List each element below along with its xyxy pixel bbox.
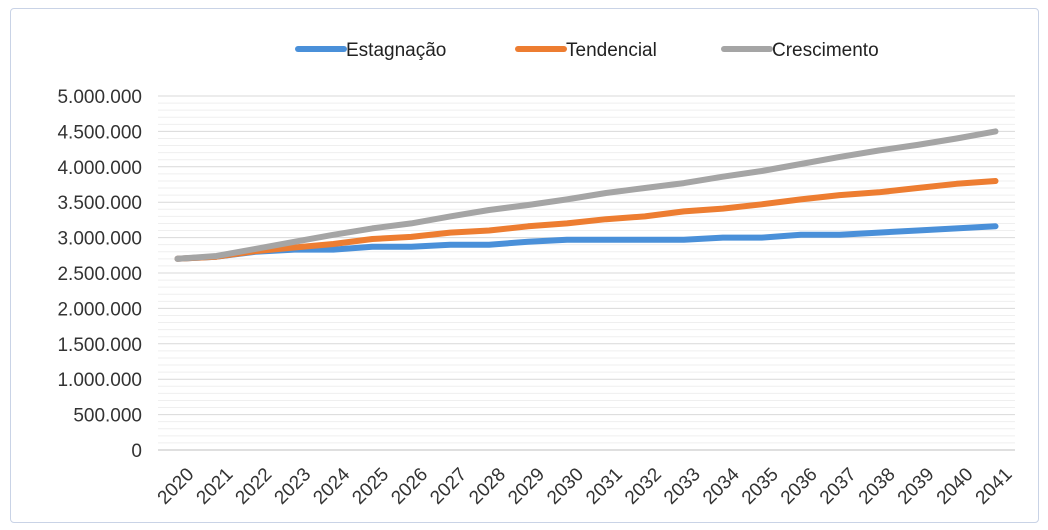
y-tick-label: 0: [131, 441, 142, 462]
y-tick-label: 1.500.000: [57, 335, 142, 356]
legend-label: Tendencial: [566, 40, 657, 61]
x-tick-label: 2034: [699, 464, 744, 509]
series-line-crescimento: [174, 128, 999, 262]
x-tick-label: 2023: [271, 464, 316, 509]
legend: Estagnação Tendencial Crescimento: [295, 40, 879, 61]
x-tick-label: 2038: [855, 464, 900, 509]
y-axis-tick-labels: 0 500.000 1.000.000 1.500.000 2.000.000 2.500…: [57, 87, 142, 462]
y-tick-label: 1.000.000: [57, 370, 142, 391]
y-tick-label: 3.500.000: [57, 193, 142, 214]
x-tick-label: 2036: [777, 464, 822, 509]
x-tick-label: 2029: [504, 464, 549, 509]
y-tick-label: 4.500.000: [57, 122, 142, 143]
x-tick-label: 2039: [894, 464, 939, 509]
x-axis-tick-labels: 2020202120222023202420252026202720282029…: [154, 464, 1017, 509]
x-tick-label: 2035: [738, 464, 783, 509]
gridlines: [158, 95, 1015, 444]
x-tick-label: 2033: [660, 464, 705, 509]
y-tick-label: 500.000: [73, 406, 142, 427]
x-tick-label: 2028: [465, 464, 510, 509]
x-tick-label: 2021: [193, 464, 238, 509]
series-line-estagnacao: [174, 223, 999, 262]
x-tick-label: 2032: [621, 464, 666, 509]
x-tick-label: 2024: [309, 464, 354, 509]
x-tick-label: 2027: [426, 464, 471, 509]
y-tick-label: 3.000.000: [57, 229, 142, 250]
x-tick-label: 2031: [582, 464, 627, 509]
x-tick-label: 2025: [348, 464, 393, 509]
series-line-tendencial: [174, 178, 999, 262]
x-tick-label: 2040: [933, 464, 978, 509]
legend-label: Estagnação: [346, 40, 446, 61]
series-lines: [174, 128, 999, 262]
x-tick-label: 2030: [543, 464, 588, 509]
legend-label: Crescimento: [772, 40, 879, 61]
x-tick-label: 2041: [972, 464, 1017, 509]
x-tick-label: 2037: [816, 464, 861, 509]
x-tick-label: 2020: [154, 464, 199, 509]
y-tick-label: 5.000.000: [57, 87, 142, 108]
x-tick-label: 2026: [387, 464, 432, 509]
y-tick-label: 2.000.000: [57, 299, 142, 320]
y-tick-label: 4.000.000: [57, 158, 142, 179]
y-tick-label: 2.500.000: [57, 264, 142, 285]
x-tick-label: 2022: [232, 464, 277, 509]
